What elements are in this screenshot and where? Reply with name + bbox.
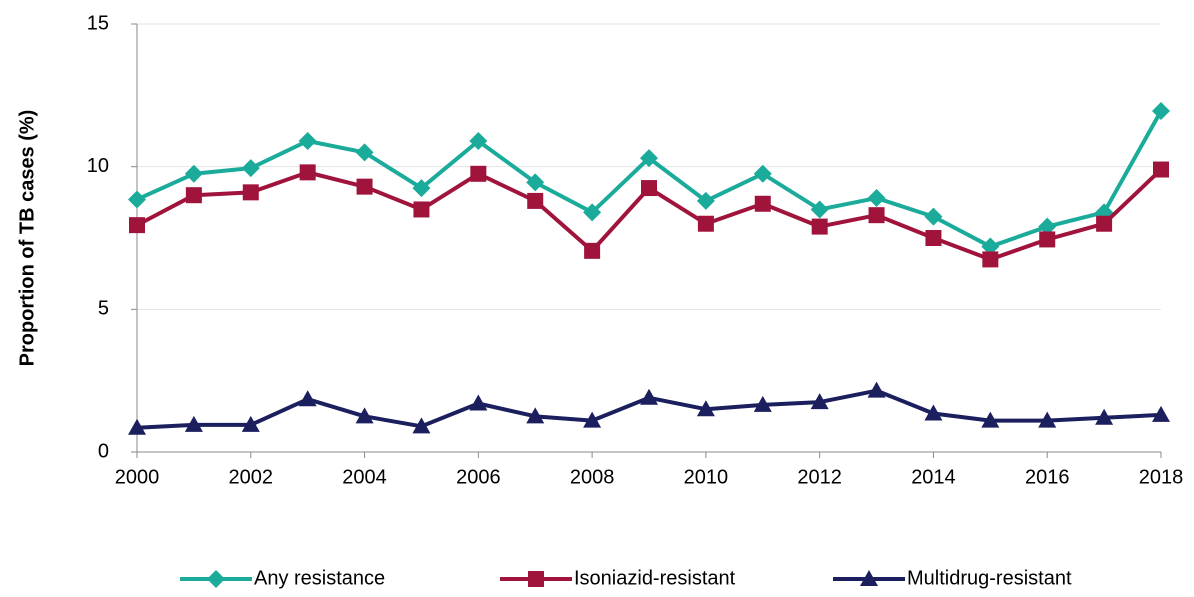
legend-label: Multidrug-resistant (907, 567, 1072, 589)
marker (1039, 231, 1056, 248)
marker (1038, 217, 1057, 236)
marker (811, 218, 828, 235)
marker (1038, 411, 1057, 428)
marker (982, 251, 999, 268)
marker (470, 165, 487, 182)
x-tick-label: 2012 (797, 466, 842, 488)
marker (412, 417, 431, 434)
marker (1095, 408, 1114, 425)
marker (185, 187, 202, 204)
marker (697, 215, 714, 232)
marker (924, 404, 943, 421)
marker (412, 179, 431, 198)
marker (1096, 215, 1113, 232)
marker (754, 195, 771, 212)
marker (527, 192, 544, 209)
marker (242, 184, 259, 201)
marker (641, 180, 657, 197)
marker (299, 164, 316, 181)
x-tick-label: 2018 (1139, 466, 1184, 488)
y-tick-label: 0 (98, 440, 109, 462)
marker (640, 388, 658, 405)
marker (1152, 102, 1170, 121)
marker (469, 394, 488, 411)
marker (128, 190, 146, 209)
marker (298, 390, 317, 407)
x-tick-label: 2008 (570, 466, 615, 488)
x-tick-label: 2014 (911, 466, 956, 488)
marker (696, 400, 715, 417)
marker (526, 173, 545, 192)
marker (583, 203, 602, 222)
marker (753, 164, 772, 183)
marker (810, 200, 829, 219)
marker (1152, 405, 1170, 422)
marker (584, 242, 601, 259)
marker (356, 178, 373, 195)
marker (753, 395, 772, 412)
x-tick-label: 2004 (342, 466, 387, 488)
marker (640, 149, 658, 168)
x-tick-label: 2010 (684, 466, 729, 488)
marker (207, 570, 225, 588)
y-tick-label: 5 (98, 298, 109, 320)
marker (528, 571, 544, 587)
legend-label: Any resistance (254, 567, 385, 589)
marker (925, 230, 942, 246)
marker (696, 191, 715, 210)
marker (129, 217, 145, 234)
marker (128, 418, 146, 435)
marker (184, 415, 203, 432)
marker (867, 189, 886, 208)
marker (981, 411, 1000, 428)
marker (469, 131, 488, 150)
marker (241, 159, 260, 178)
marker (355, 407, 374, 424)
x-tick-label: 2006 (456, 466, 501, 488)
y-tick-label: 10 (87, 155, 109, 177)
marker (583, 411, 602, 428)
x-tick-label: 2002 (229, 466, 274, 488)
marker (868, 207, 885, 224)
x-tick-label: 2016 (1025, 466, 1070, 488)
marker (413, 201, 430, 218)
marker (981, 237, 1000, 256)
marker (860, 570, 878, 586)
marker (867, 381, 886, 398)
marker (184, 164, 203, 183)
y-tick-label: 15 (87, 12, 109, 34)
marker (924, 207, 943, 226)
legend-label: Isoniazid-resistant (574, 567, 736, 589)
marker (810, 393, 829, 410)
marker (298, 131, 317, 150)
x-tick-label: 2000 (115, 466, 160, 488)
marker (1153, 161, 1169, 178)
y-axis-label: Proportion of TB cases (%) (16, 110, 38, 367)
marker (355, 143, 374, 162)
marker (241, 415, 260, 432)
marker (526, 407, 545, 424)
